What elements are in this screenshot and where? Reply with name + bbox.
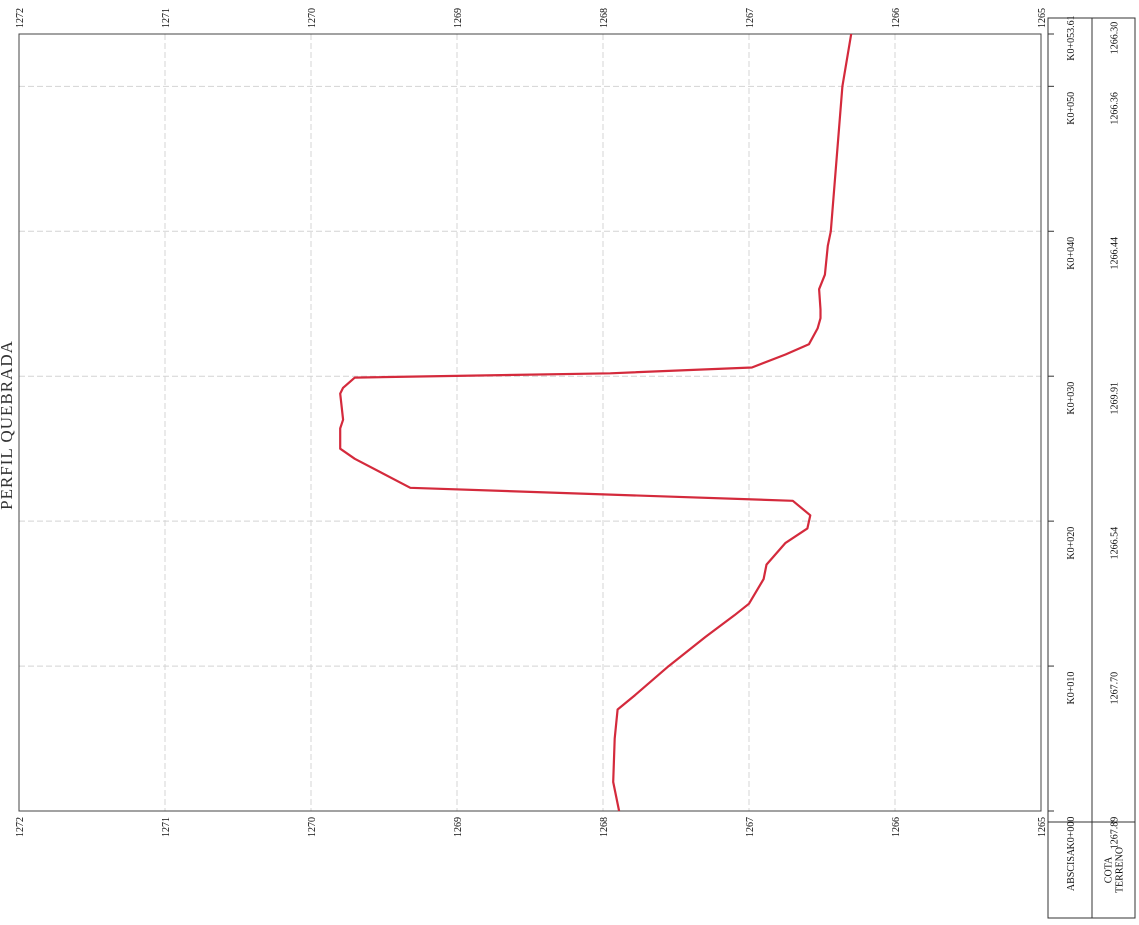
station-abscisa-label: K0+030 xyxy=(1066,382,1077,415)
tick-label-bottom: 1266 xyxy=(891,817,902,837)
tick-label-top: 1266 xyxy=(891,8,902,28)
row-header-cota: COTA xyxy=(1104,856,1115,883)
station-abscisa-label: K0+053.61 xyxy=(1066,15,1077,60)
station-cota-label: 1267.70 xyxy=(1110,672,1121,705)
tick-label-bottom: 1271 xyxy=(161,817,172,837)
station-abscisa-label: K0+000 xyxy=(1066,817,1077,850)
tick-label-top: 1265 xyxy=(1037,8,1048,28)
station-abscisa-label: K0+020 xyxy=(1066,527,1077,560)
row-header-abscisa: ABSCISA xyxy=(1066,848,1077,891)
tick-label-top: 1267 xyxy=(745,8,756,28)
station-cota-label: 1269.91 xyxy=(1110,382,1121,415)
tick-label-top: 1271 xyxy=(161,8,172,28)
station-abscisa-label: K0+040 xyxy=(1066,237,1077,270)
station-abscisa-label: K0+010 xyxy=(1066,672,1077,705)
tick-label-bottom: 1272 xyxy=(15,817,26,837)
grid-lines xyxy=(19,34,1041,811)
station-cota-label: 1266.54 xyxy=(1110,527,1121,560)
chart-title: PERFIL QUEBRADA xyxy=(0,340,16,510)
axis-tick-labels: 1265 1265 1266 1266 1267 1267 1268 1268 1269 1269… xyxy=(15,8,1048,837)
tick-label-bottom: 1269 xyxy=(453,817,464,837)
station-abscisa-label: K0+050 xyxy=(1066,92,1077,125)
tick-label-bottom: 1270 xyxy=(307,817,318,837)
station-cota-label: 1266.36 xyxy=(1110,92,1121,125)
data-table: ABSCISA COTA TERRENO K0+000 1267.89 K0+010 126… xyxy=(1047,15,1136,919)
terrain-profile-line xyxy=(339,33,853,812)
tick-label-bottom: 1265 xyxy=(1037,817,1048,837)
station-cota-label: 1266.44 xyxy=(1110,237,1121,270)
plot-frame xyxy=(18,33,1042,812)
tick-label-bottom: 1267 xyxy=(745,817,756,837)
station-cota-label: 1267.89 xyxy=(1110,817,1121,850)
station-cota-label: 1266.30 xyxy=(1110,22,1121,55)
tick-label-top: 1269 xyxy=(453,8,464,28)
tick-label-top: 1268 xyxy=(599,8,610,28)
row-header-terreno: TERRENO xyxy=(1115,847,1126,893)
tick-label-top: 1270 xyxy=(307,8,318,28)
series-group xyxy=(339,33,853,812)
tick-label-bottom: 1268 xyxy=(599,817,610,837)
tick-label-top: 1272 xyxy=(15,8,26,28)
